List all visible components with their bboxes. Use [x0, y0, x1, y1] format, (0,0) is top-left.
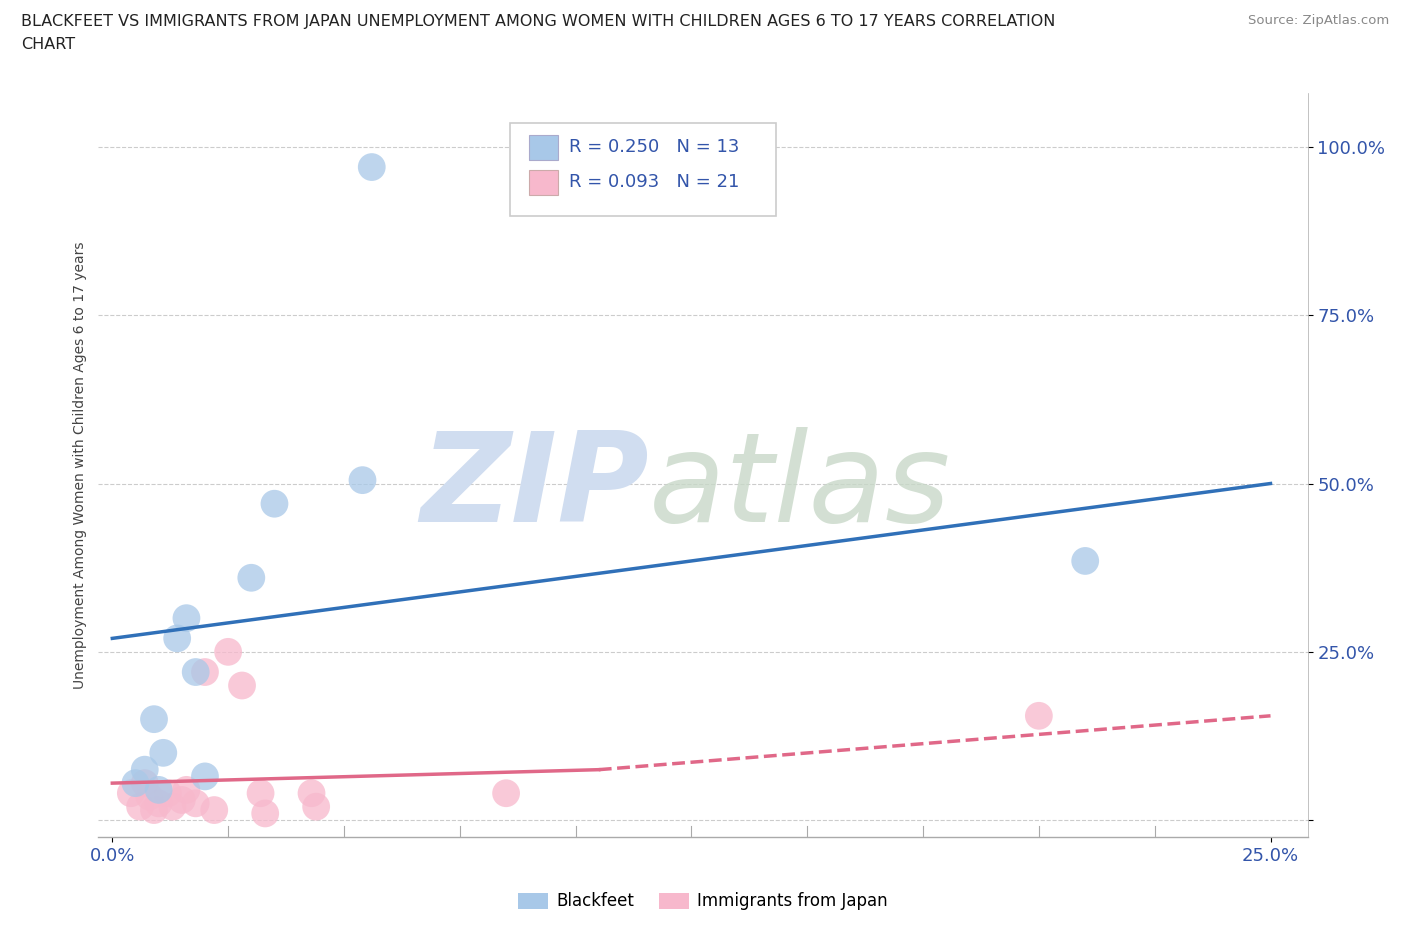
Point — [194, 665, 217, 680]
Point — [202, 803, 225, 817]
Point — [231, 678, 253, 693]
Point — [170, 792, 193, 807]
Point — [263, 497, 285, 512]
Point — [138, 790, 160, 804]
Point — [360, 160, 382, 175]
Point — [495, 786, 517, 801]
Text: BLACKFEET VS IMMIGRANTS FROM JAPAN UNEMPLOYMENT AMONG WOMEN WITH CHILDREN AGES 6: BLACKFEET VS IMMIGRANTS FROM JAPAN UNEMP… — [21, 14, 1056, 29]
Text: Source: ZipAtlas.com: Source: ZipAtlas.com — [1249, 14, 1389, 27]
Point — [249, 786, 271, 801]
Point — [120, 786, 142, 801]
Point — [143, 711, 166, 726]
Point — [148, 782, 170, 797]
Point — [240, 570, 263, 585]
Point — [124, 776, 146, 790]
Y-axis label: Unemployment Among Women with Children Ages 6 to 17 years: Unemployment Among Women with Children A… — [73, 241, 87, 689]
FancyBboxPatch shape — [509, 123, 776, 216]
Point — [148, 796, 170, 811]
Point — [194, 769, 217, 784]
Point — [166, 631, 188, 645]
Point — [134, 763, 156, 777]
Point — [176, 782, 198, 797]
Point — [301, 786, 323, 801]
Point — [352, 472, 374, 487]
Point — [217, 644, 239, 659]
Point — [152, 746, 174, 761]
Point — [134, 776, 156, 790]
Point — [1074, 553, 1097, 568]
Text: atlas: atlas — [648, 427, 950, 548]
FancyBboxPatch shape — [529, 135, 558, 160]
Point — [129, 799, 152, 814]
Point — [184, 796, 207, 811]
Point — [305, 799, 328, 814]
Legend: Blackfeet, Immigrants from Japan: Blackfeet, Immigrants from Japan — [512, 885, 894, 917]
Point — [156, 786, 179, 801]
Point — [162, 799, 184, 814]
Point — [143, 803, 166, 817]
Point — [176, 611, 198, 626]
Text: R = 0.093   N = 21: R = 0.093 N = 21 — [569, 173, 740, 192]
Text: R = 0.250   N = 13: R = 0.250 N = 13 — [569, 139, 740, 156]
FancyBboxPatch shape — [529, 169, 558, 195]
Text: ZIP: ZIP — [420, 427, 648, 548]
Point — [254, 806, 277, 821]
Point — [184, 665, 207, 680]
Point — [1028, 709, 1050, 724]
Text: CHART: CHART — [21, 37, 75, 52]
